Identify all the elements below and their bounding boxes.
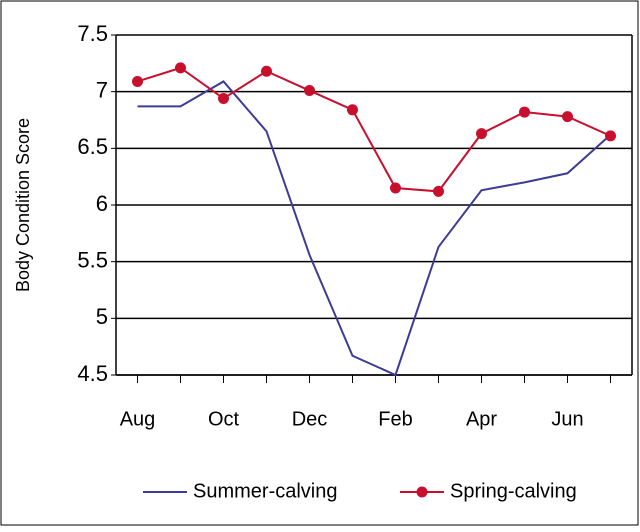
legend-label: Spring-calving	[450, 480, 577, 502]
legend-marker	[416, 486, 428, 498]
point	[132, 75, 143, 87]
point	[605, 130, 616, 142]
point	[433, 185, 444, 197]
x-tick-label: Jun	[551, 408, 583, 430]
point	[261, 65, 272, 77]
series-line	[137, 66, 611, 193]
x-tick-label: Dec	[292, 408, 328, 430]
y-axis-label: Body Condition Score	[13, 118, 33, 292]
y-tick-label: 5.5	[77, 247, 108, 272]
point	[390, 182, 401, 194]
y-tick-label: 6.5	[77, 134, 108, 159]
point	[562, 111, 573, 123]
point	[476, 128, 487, 140]
point	[347, 104, 358, 116]
y-tick-label: 7	[96, 77, 108, 102]
series-line	[137, 80, 612, 377]
y-tick-label: 6	[96, 191, 108, 216]
point	[218, 92, 229, 104]
point	[175, 62, 186, 74]
y-tick-label: 4.5	[77, 361, 108, 386]
x-tick-label: Feb	[378, 408, 412, 430]
x-tick-label: Oct	[208, 408, 240, 430]
point	[519, 106, 530, 118]
x-tick-label: Aug	[120, 408, 156, 430]
y-tick-label: 7.5	[77, 21, 108, 46]
point	[304, 85, 315, 97]
legend-label: Summer-calving	[193, 480, 337, 502]
y-tick-label: 5	[96, 304, 108, 329]
x-tick-label: Apr	[466, 408, 497, 430]
